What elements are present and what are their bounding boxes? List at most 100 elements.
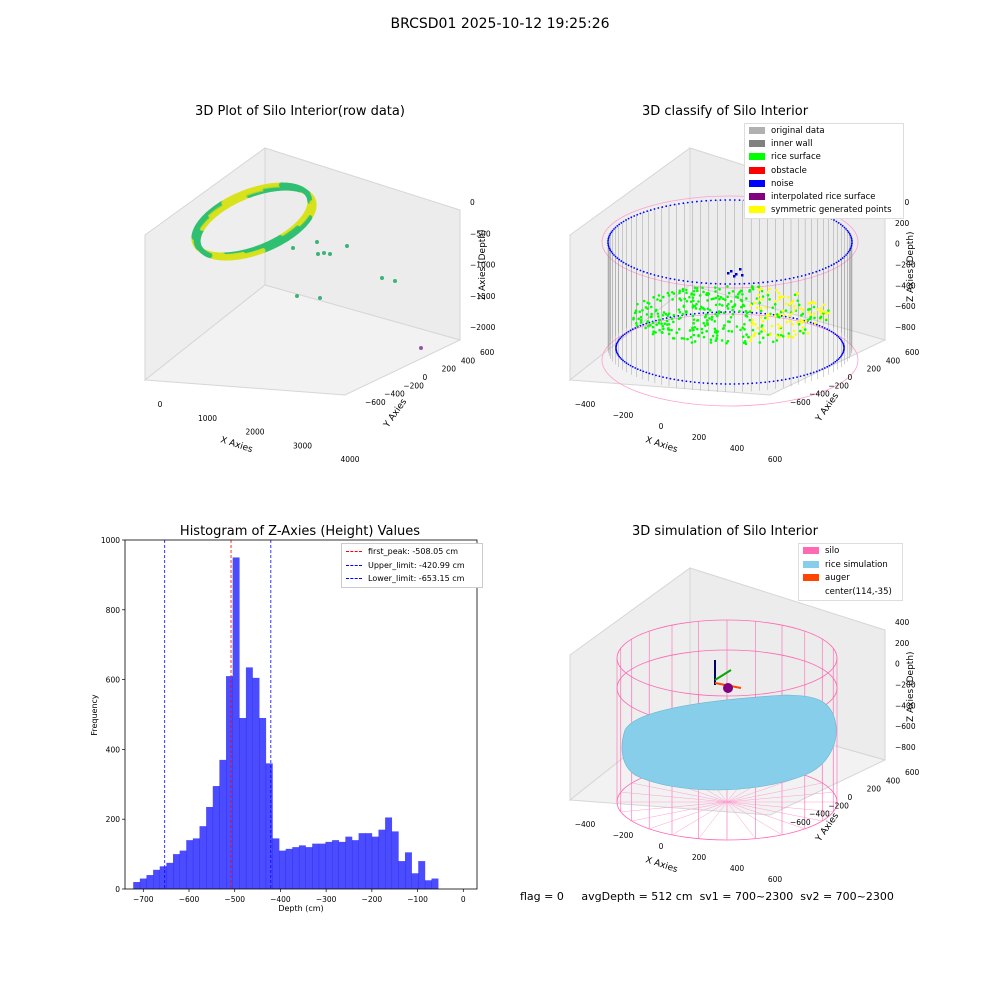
noise-point — [705, 200, 707, 202]
histogram-bar — [140, 879, 147, 889]
noise-point — [624, 361, 626, 363]
noise-point — [851, 243, 853, 245]
raw-3d-plot: 01000200030004000 6004002000−200−400−600… — [130, 130, 500, 470]
rice-surface-point — [723, 324, 726, 327]
symmetric-point — [793, 305, 796, 308]
noise-point — [669, 204, 671, 206]
sim-z-tick: 400 — [895, 618, 910, 627]
symmetric-point — [767, 313, 770, 316]
rice-surface-point — [683, 297, 686, 300]
rice-surface-point — [741, 327, 744, 330]
histogram-x-tick-label: −500 — [224, 895, 245, 904]
rice-surface-point — [715, 337, 718, 340]
noise-point — [739, 199, 741, 201]
noise-point — [781, 379, 783, 381]
noise-point — [674, 204, 676, 206]
symmetric-point — [814, 302, 817, 305]
noise-point — [738, 383, 740, 385]
histogram-bar — [193, 838, 200, 889]
rice-surface-point — [668, 294, 671, 297]
raw-outlier-point — [328, 252, 332, 256]
legend-swatch — [346, 551, 362, 552]
noise-point — [648, 373, 650, 375]
noise-point — [646, 272, 648, 274]
legend-swatch — [803, 547, 819, 554]
raw-x-tick: 4000 — [340, 455, 359, 464]
histogram-bar — [306, 847, 313, 889]
legend-swatch — [803, 588, 819, 595]
noise-point — [616, 225, 618, 227]
rice-surface-point — [730, 300, 733, 303]
symmetric-point — [771, 325, 774, 328]
noise-point — [742, 383, 744, 385]
symmetric-point — [802, 309, 805, 312]
histogram-frame — [125, 540, 477, 889]
cls-x-tick: −400 — [575, 400, 596, 409]
symmetric-point — [775, 289, 778, 292]
raw-x-tick: 1000 — [198, 414, 217, 423]
noise-point — [836, 360, 838, 362]
noise-point — [842, 257, 844, 259]
rice-surface-point — [701, 286, 704, 289]
rice-surface-point — [671, 291, 674, 294]
simulation-legend-item: auger — [803, 572, 898, 586]
noise-point — [739, 283, 741, 285]
noise-point — [628, 218, 630, 220]
symmetric-point — [756, 306, 759, 309]
noise-point — [785, 316, 787, 318]
rice-surface-point — [697, 334, 700, 337]
rice-surface-point — [682, 290, 685, 293]
rice-surface-point — [693, 334, 696, 337]
histogram-bar — [253, 678, 260, 889]
legend-swatch — [749, 127, 765, 134]
noise-point — [800, 375, 802, 377]
histogram-x-tick-label: −200 — [362, 895, 383, 904]
noise-point — [621, 336, 623, 338]
simulation-x-label: X Axies — [644, 855, 679, 875]
noise-point — [819, 369, 821, 371]
classify-z-label: Z Axies (Depth) — [906, 231, 916, 302]
rice-surface-point — [745, 310, 748, 313]
rice-surface-point — [710, 298, 713, 301]
classify-legend-item: obstacle — [749, 165, 899, 178]
rice-surface-point — [728, 321, 731, 324]
histogram-bar — [378, 830, 385, 889]
rice-surface-point — [657, 315, 660, 318]
noise-point — [851, 241, 853, 243]
symmetric-point — [762, 320, 765, 323]
noise-point — [650, 209, 652, 211]
noise-point — [669, 278, 671, 280]
rice-surface-point — [652, 326, 655, 329]
sim-x-tick: 600 — [768, 875, 783, 884]
noise-point — [677, 379, 679, 381]
sim-y-tick: 400 — [886, 776, 901, 785]
noise-point — [630, 266, 632, 268]
symmetric-point — [778, 336, 781, 339]
rice-surface-point — [731, 330, 734, 333]
noise-point — [636, 214, 638, 216]
noise-point — [724, 283, 726, 285]
symmetric-point — [782, 295, 785, 298]
rice-surface-point — [634, 311, 637, 314]
noise-point — [687, 281, 689, 283]
symmetric-point — [766, 317, 769, 320]
noise-point — [665, 277, 667, 279]
noise-point — [831, 331, 833, 333]
rice-surface-point — [726, 296, 729, 299]
symmetric-point — [789, 320, 792, 323]
histogram-bar — [432, 879, 439, 889]
histogram-y-label: Frequency — [90, 694, 99, 736]
rice-surface-point — [690, 336, 693, 339]
noise-point — [748, 283, 750, 285]
histogram-x-tick-label: −300 — [316, 895, 337, 904]
rice-surface-point — [807, 308, 810, 311]
noise-point — [696, 201, 698, 203]
rice-surface-point — [658, 322, 661, 325]
legend-label: first_peak: -508.05 cm — [368, 547, 458, 556]
histogram-bar — [319, 844, 326, 889]
raw-outlier-point — [291, 246, 295, 250]
noise-point — [844, 256, 846, 258]
noise-point — [797, 276, 799, 278]
rice-surface-point — [681, 337, 684, 340]
rice-surface-point — [691, 341, 694, 344]
